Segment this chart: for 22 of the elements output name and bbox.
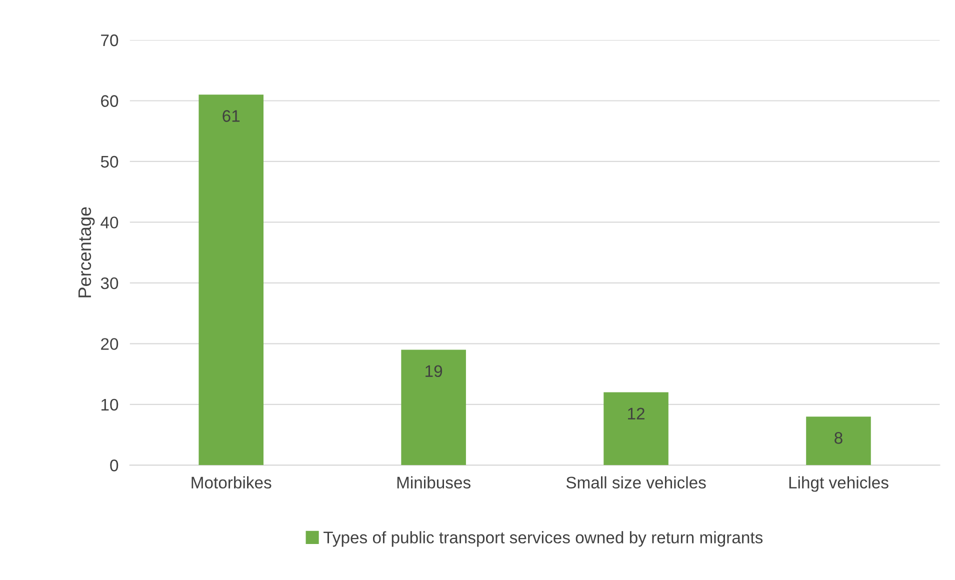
bar [401, 350, 466, 466]
x-tick-label: Small size vehicles [566, 476, 706, 489]
y-tick-label: 0 [110, 460, 118, 472]
bar [604, 392, 668, 466]
x-tick-label: Minibuses [397, 476, 470, 489]
data-label: 19 [426, 365, 442, 378]
y-tick-label: 50 [100, 156, 118, 168]
data-label: 8 [834, 432, 842, 444]
bar [806, 416, 871, 466]
y-tick-label: 40 [100, 216, 118, 228]
y-tick-label: 20 [101, 338, 118, 350]
legend-label: Types of public transport services owned by return migrants [324, 531, 763, 547]
y-tick-label: 30 [100, 277, 118, 290]
y-tick-label: 70 [101, 34, 118, 46]
x-tick-label: Lihgt vehicles [789, 476, 888, 492]
y-tick-label: 60 [101, 95, 118, 107]
y-axis-title: Percentage [78, 207, 95, 298]
bar [198, 94, 264, 466]
data-label: 12 [628, 408, 644, 420]
data-label: 61 [222, 110, 240, 122]
x-tick-label: Motorbikes [192, 476, 272, 489]
y-tick-label: 10 [102, 398, 118, 411]
